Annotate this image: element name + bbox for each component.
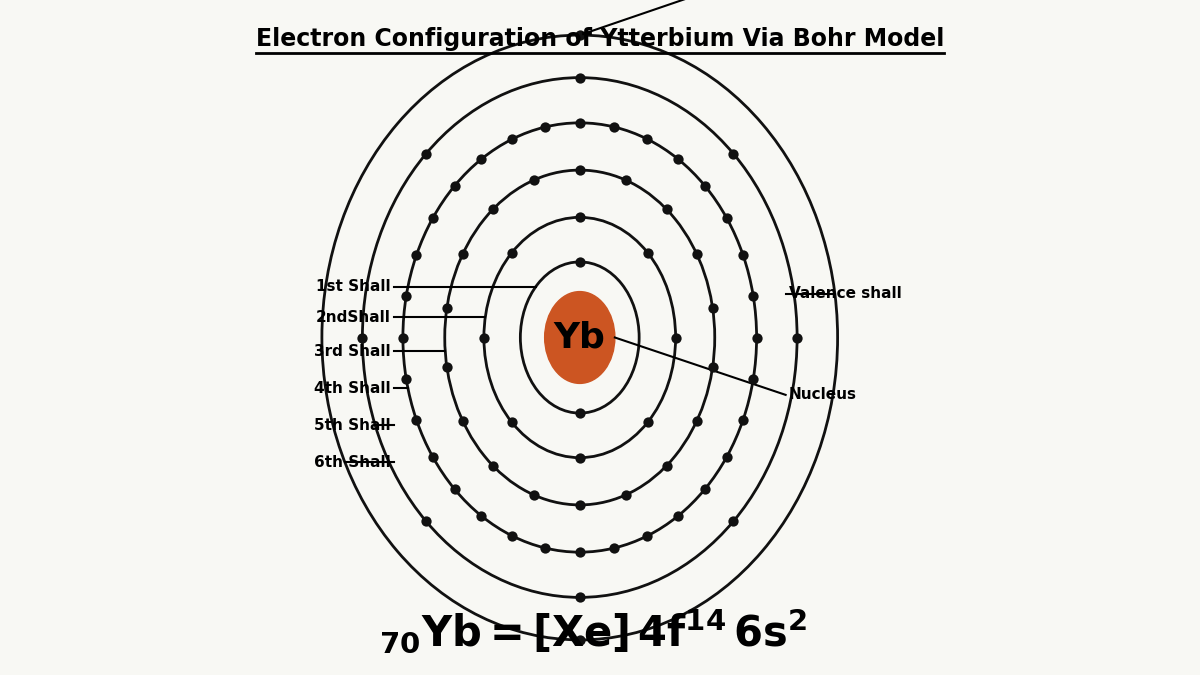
Point [695,180,714,191]
Point [638,417,658,428]
Point [472,154,491,165]
Point [638,247,658,258]
Point [733,250,752,261]
Point [570,592,589,603]
Text: 1st Shall: 1st Shall [316,279,391,294]
Point [570,165,589,176]
Point [397,290,416,301]
Point [688,248,707,259]
Point [454,416,473,427]
Text: 4th Shall: 4th Shall [314,381,391,396]
Point [570,500,589,510]
Point [703,361,722,372]
Point [474,332,493,343]
Point [666,332,685,343]
Point [524,175,544,186]
Point [535,543,554,554]
Point [718,452,737,462]
Point [638,531,658,541]
Point [416,148,436,159]
Point [744,290,763,301]
Text: Valence shall: Valence shall [790,286,901,301]
Point [605,122,624,132]
Point [570,30,589,40]
Point [570,452,589,463]
Point [353,332,372,343]
Point [503,531,522,541]
Point [718,213,737,223]
Text: 5th Shall: 5th Shall [314,418,391,433]
Point [416,516,436,526]
Point [445,180,464,191]
Point [570,408,589,418]
Point [484,204,503,215]
Point [605,543,624,554]
Point [724,148,743,159]
Point [617,175,636,186]
Point [656,204,676,215]
Point [407,414,426,425]
Point [503,134,522,144]
Point [744,374,763,385]
Point [668,510,688,521]
Point [570,634,589,645]
Point [454,248,473,259]
Point [397,374,416,385]
Ellipse shape [545,292,614,383]
Point [437,303,456,314]
Point [570,212,589,223]
Point [668,154,688,165]
Point [570,72,589,83]
Text: Yb: Yb [554,321,606,354]
Point [733,414,752,425]
Point [688,416,707,427]
Point [445,484,464,495]
Point [424,213,443,223]
Text: 3rd Shall: 3rd Shall [314,344,391,358]
Point [570,256,589,267]
Point [503,417,522,428]
Point [724,516,743,526]
Point [524,489,544,500]
Point [638,134,658,144]
Point [656,460,676,471]
Point [484,460,503,471]
Point [695,484,714,495]
Text: 6th Shall: 6th Shall [314,455,391,470]
Point [787,332,806,343]
Point [703,303,722,314]
Text: Electron Configuration of Ytterbium Via Bohr Model: Electron Configuration of Ytterbium Via … [256,27,944,51]
Text: 2ndShall: 2ndShall [316,310,391,325]
Point [570,117,589,128]
Point [437,361,456,372]
Point [746,332,766,343]
Point [424,452,443,462]
Point [570,547,589,558]
Point [394,332,413,343]
Point [503,247,522,258]
Text: Nucleus: Nucleus [790,387,857,402]
Point [535,122,554,132]
Point [472,510,491,521]
Point [617,489,636,500]
Text: $_{\mathbf{70}}$$\mathbf{Yb = [Xe]\,4f^{14}\,6s^{2}}$: $_{\mathbf{70}}$$\mathbf{Yb = [Xe]\,4f^{… [379,607,808,655]
Point [407,250,426,261]
